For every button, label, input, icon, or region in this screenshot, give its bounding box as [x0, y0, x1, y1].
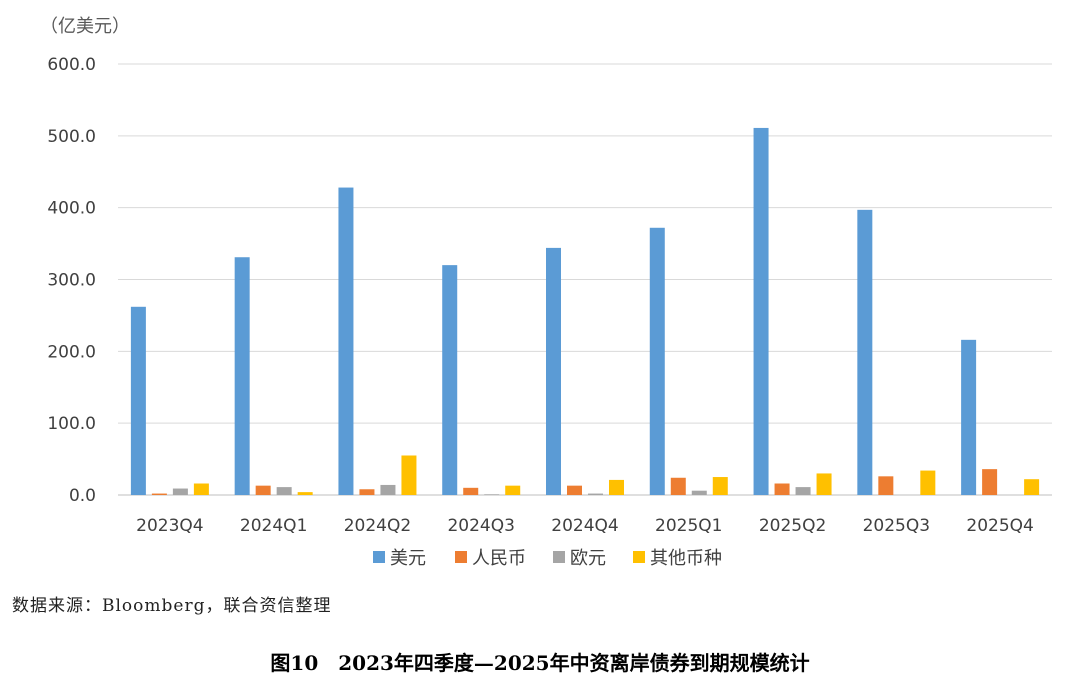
x-tick-label: 2025Q4 — [966, 516, 1033, 536]
bar-chart: （亿美元） 0.0100.0200.0300.0400.0500.0600.0 … — [40, 16, 1052, 569]
unit-label: （亿美元） — [40, 16, 130, 37]
bar — [753, 127, 769, 495]
x-tick-label: 2023Q4 — [136, 516, 203, 536]
y-tick-label: 0.0 — [69, 486, 96, 506]
y-tick-label: 500.0 — [47, 127, 96, 147]
bar — [567, 485, 582, 495]
figure-caption: 图10 2023年四季度—2025年中资离岸债券到期规模统计 — [270, 651, 810, 675]
legend-swatch — [455, 551, 467, 563]
bar — [151, 493, 167, 495]
x-tick-label: 2024Q4 — [551, 516, 618, 536]
bar — [172, 488, 188, 495]
bar — [961, 339, 977, 495]
bar — [920, 470, 936, 495]
bar — [588, 493, 603, 495]
bar — [463, 487, 479, 495]
bar — [712, 477, 728, 495]
legend-label: 人民币 — [472, 548, 526, 569]
bar — [505, 485, 521, 495]
bar — [774, 483, 790, 495]
legend: 美元 人民币 欧元 其他币种 — [373, 548, 722, 569]
legend-label: 欧元 — [570, 548, 606, 569]
legend-swatch — [553, 551, 565, 563]
bars — [130, 127, 1040, 496]
x-tick-label: 2025Q1 — [655, 516, 722, 536]
legend-label: 其他币种 — [650, 548, 722, 569]
gridlines — [118, 63, 1052, 496]
bar — [380, 484, 396, 495]
bar — [816, 473, 832, 495]
bar — [297, 492, 313, 495]
bar — [670, 477, 686, 495]
bar — [401, 455, 417, 495]
y-axis-ticks: 0.0 100.0 200.0 300.0 400.0 500.0 600.0 — [47, 55, 96, 506]
bar — [546, 247, 561, 495]
bar — [609, 479, 624, 495]
bar — [1024, 479, 1040, 495]
y-tick-label: 300.0 — [47, 271, 96, 291]
bar — [130, 306, 146, 495]
bar — [338, 187, 354, 495]
x-axis-ticks: 2023Q4 2024Q1 2024Q2 2024Q3 2024Q4 2025Q1 2025… — [136, 516, 1034, 536]
bar — [255, 485, 271, 495]
y-tick-label: 600.0 — [47, 55, 96, 75]
x-tick-label: 2025Q3 — [863, 516, 930, 536]
bar — [234, 257, 250, 495]
bar — [276, 487, 292, 495]
y-tick-label: 400.0 — [47, 199, 96, 219]
y-tick-label: 200.0 — [47, 342, 96, 362]
data-source: 数据来源：Bloomberg，联合资信整理 — [12, 596, 332, 616]
x-tick-label: 2024Q1 — [240, 516, 307, 536]
bar — [691, 490, 707, 495]
bar — [649, 227, 665, 495]
bar — [878, 476, 894, 495]
x-tick-label: 2024Q2 — [344, 516, 411, 536]
bar — [484, 494, 500, 495]
legend-swatch — [633, 551, 645, 563]
bar — [193, 483, 209, 495]
bar — [442, 265, 458, 495]
bar — [857, 209, 873, 496]
y-tick-label: 100.0 — [47, 414, 96, 434]
bar — [982, 469, 998, 495]
x-tick-label: 2024Q3 — [447, 516, 514, 536]
x-tick-label: 2025Q2 — [759, 516, 826, 536]
legend-label: 美元 — [390, 548, 426, 569]
bar — [795, 487, 811, 495]
legend-swatch — [373, 551, 385, 563]
bar — [359, 489, 375, 495]
